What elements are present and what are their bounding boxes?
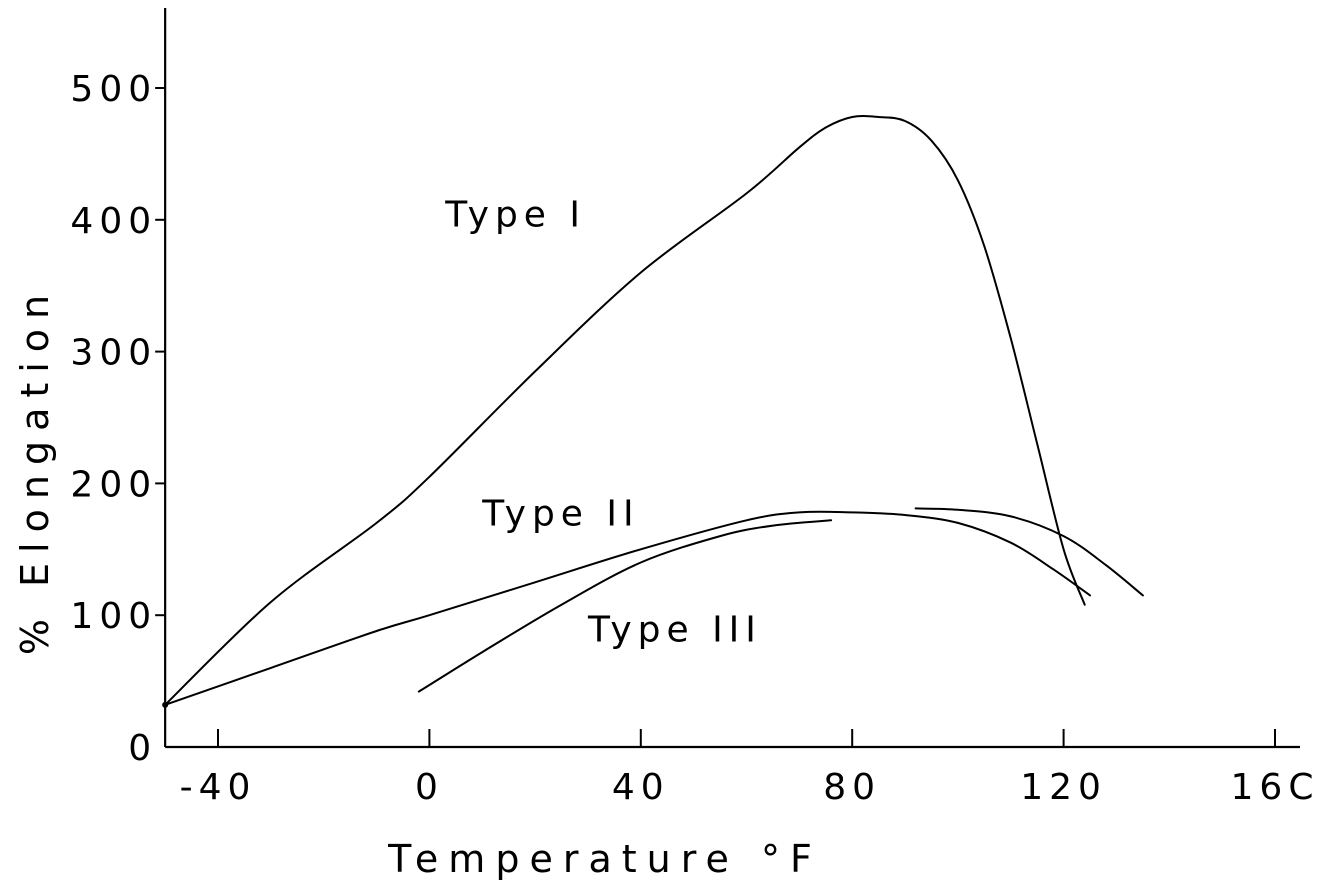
x-tick-label: -40 (180, 767, 257, 808)
series-line-segment-3 (914, 507, 1144, 597)
series-group (162, 115, 1144, 708)
origin-point (162, 701, 169, 708)
series-label: Type III (587, 610, 762, 651)
series-line-type-i (164, 115, 1086, 706)
ticks: -40 0 40 80 120 16C 0 100 200 300 400 500 (70, 69, 1320, 808)
y-tick-label: 300 (70, 333, 157, 374)
x-tick-label: 80 (823, 767, 881, 808)
x-tick-label: 40 (612, 767, 670, 808)
y-tick-label: 200 (70, 464, 157, 505)
x-tick-label: 0 (415, 767, 444, 808)
series-line-type-iii (417, 519, 833, 693)
labels-group: Type I Type II Type III (444, 194, 762, 651)
y-axis-label: % Elongation (13, 285, 57, 655)
y-tick-label: 0 (128, 728, 157, 769)
series-line-type-ii (164, 510, 1091, 706)
axes (164, 8, 1300, 749)
y-tick-label: 500 (70, 69, 157, 110)
series-label: Type II (481, 494, 639, 535)
series-label: Type I (444, 194, 586, 235)
x-axis-label: Temperature °F (387, 837, 822, 881)
y-tick-label: 100 (70, 596, 157, 637)
y-tick-label: 400 (70, 201, 157, 242)
x-tick-label: 16C (1231, 767, 1320, 808)
x-tick-label: 120 (1020, 767, 1107, 808)
